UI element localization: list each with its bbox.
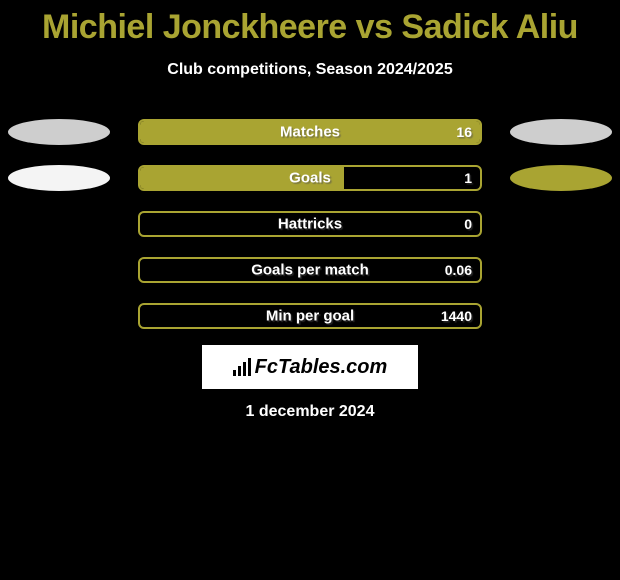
bar-label-matches: Matches bbox=[280, 124, 340, 141]
stat-row-goals: Goals 1 bbox=[0, 165, 620, 191]
bar-value-mpg: 1440 bbox=[441, 308, 472, 324]
left-ellipse-matches bbox=[8, 119, 110, 145]
bar-frame-goals: Goals 1 bbox=[138, 165, 482, 191]
right-ellipse-matches bbox=[510, 119, 612, 145]
bar-value-hattricks: 0 bbox=[464, 216, 472, 232]
bar-frame-matches: Matches 16 bbox=[138, 119, 482, 145]
stat-row-hattricks: Hattricks 0 bbox=[0, 211, 620, 237]
bar-frame-mpg: Min per goal 1440 bbox=[138, 303, 482, 329]
bar-value-matches: 16 bbox=[456, 124, 472, 140]
stat-row-gpm: Goals per match 0.06 bbox=[0, 257, 620, 283]
bar-value-goals: 1 bbox=[464, 170, 472, 186]
brand-text: FcTables.com bbox=[255, 356, 388, 379]
bar-frame-hattricks: Hattricks 0 bbox=[138, 211, 482, 237]
stat-row-matches: Matches 16 bbox=[0, 119, 620, 145]
bar-frame-gpm: Goals per match 0.06 bbox=[138, 257, 482, 283]
page-subtitle: Club competitions, Season 2024/2025 bbox=[167, 61, 452, 79]
bar-label-mpg: Min per goal bbox=[266, 308, 354, 325]
stats-area: Matches 16 Goals 1 Hattricks 0 Goals per… bbox=[0, 119, 620, 329]
bar-value-gpm: 0.06 bbox=[445, 262, 472, 278]
stat-row-mpg: Min per goal 1440 bbox=[0, 303, 620, 329]
bar-label-goals: Goals bbox=[289, 170, 331, 187]
bar-label-hattricks: Hattricks bbox=[278, 216, 342, 233]
right-ellipse-goals bbox=[510, 165, 612, 191]
date-line: 1 december 2024 bbox=[246, 403, 375, 421]
brand-box: FcTables.com bbox=[202, 345, 418, 389]
bar-chart-icon bbox=[233, 358, 251, 376]
bar-label-gpm: Goals per match bbox=[251, 262, 369, 279]
left-ellipse-goals bbox=[8, 165, 110, 191]
page-title: Michiel Jonckheere vs Sadick Aliu bbox=[42, 8, 578, 47]
